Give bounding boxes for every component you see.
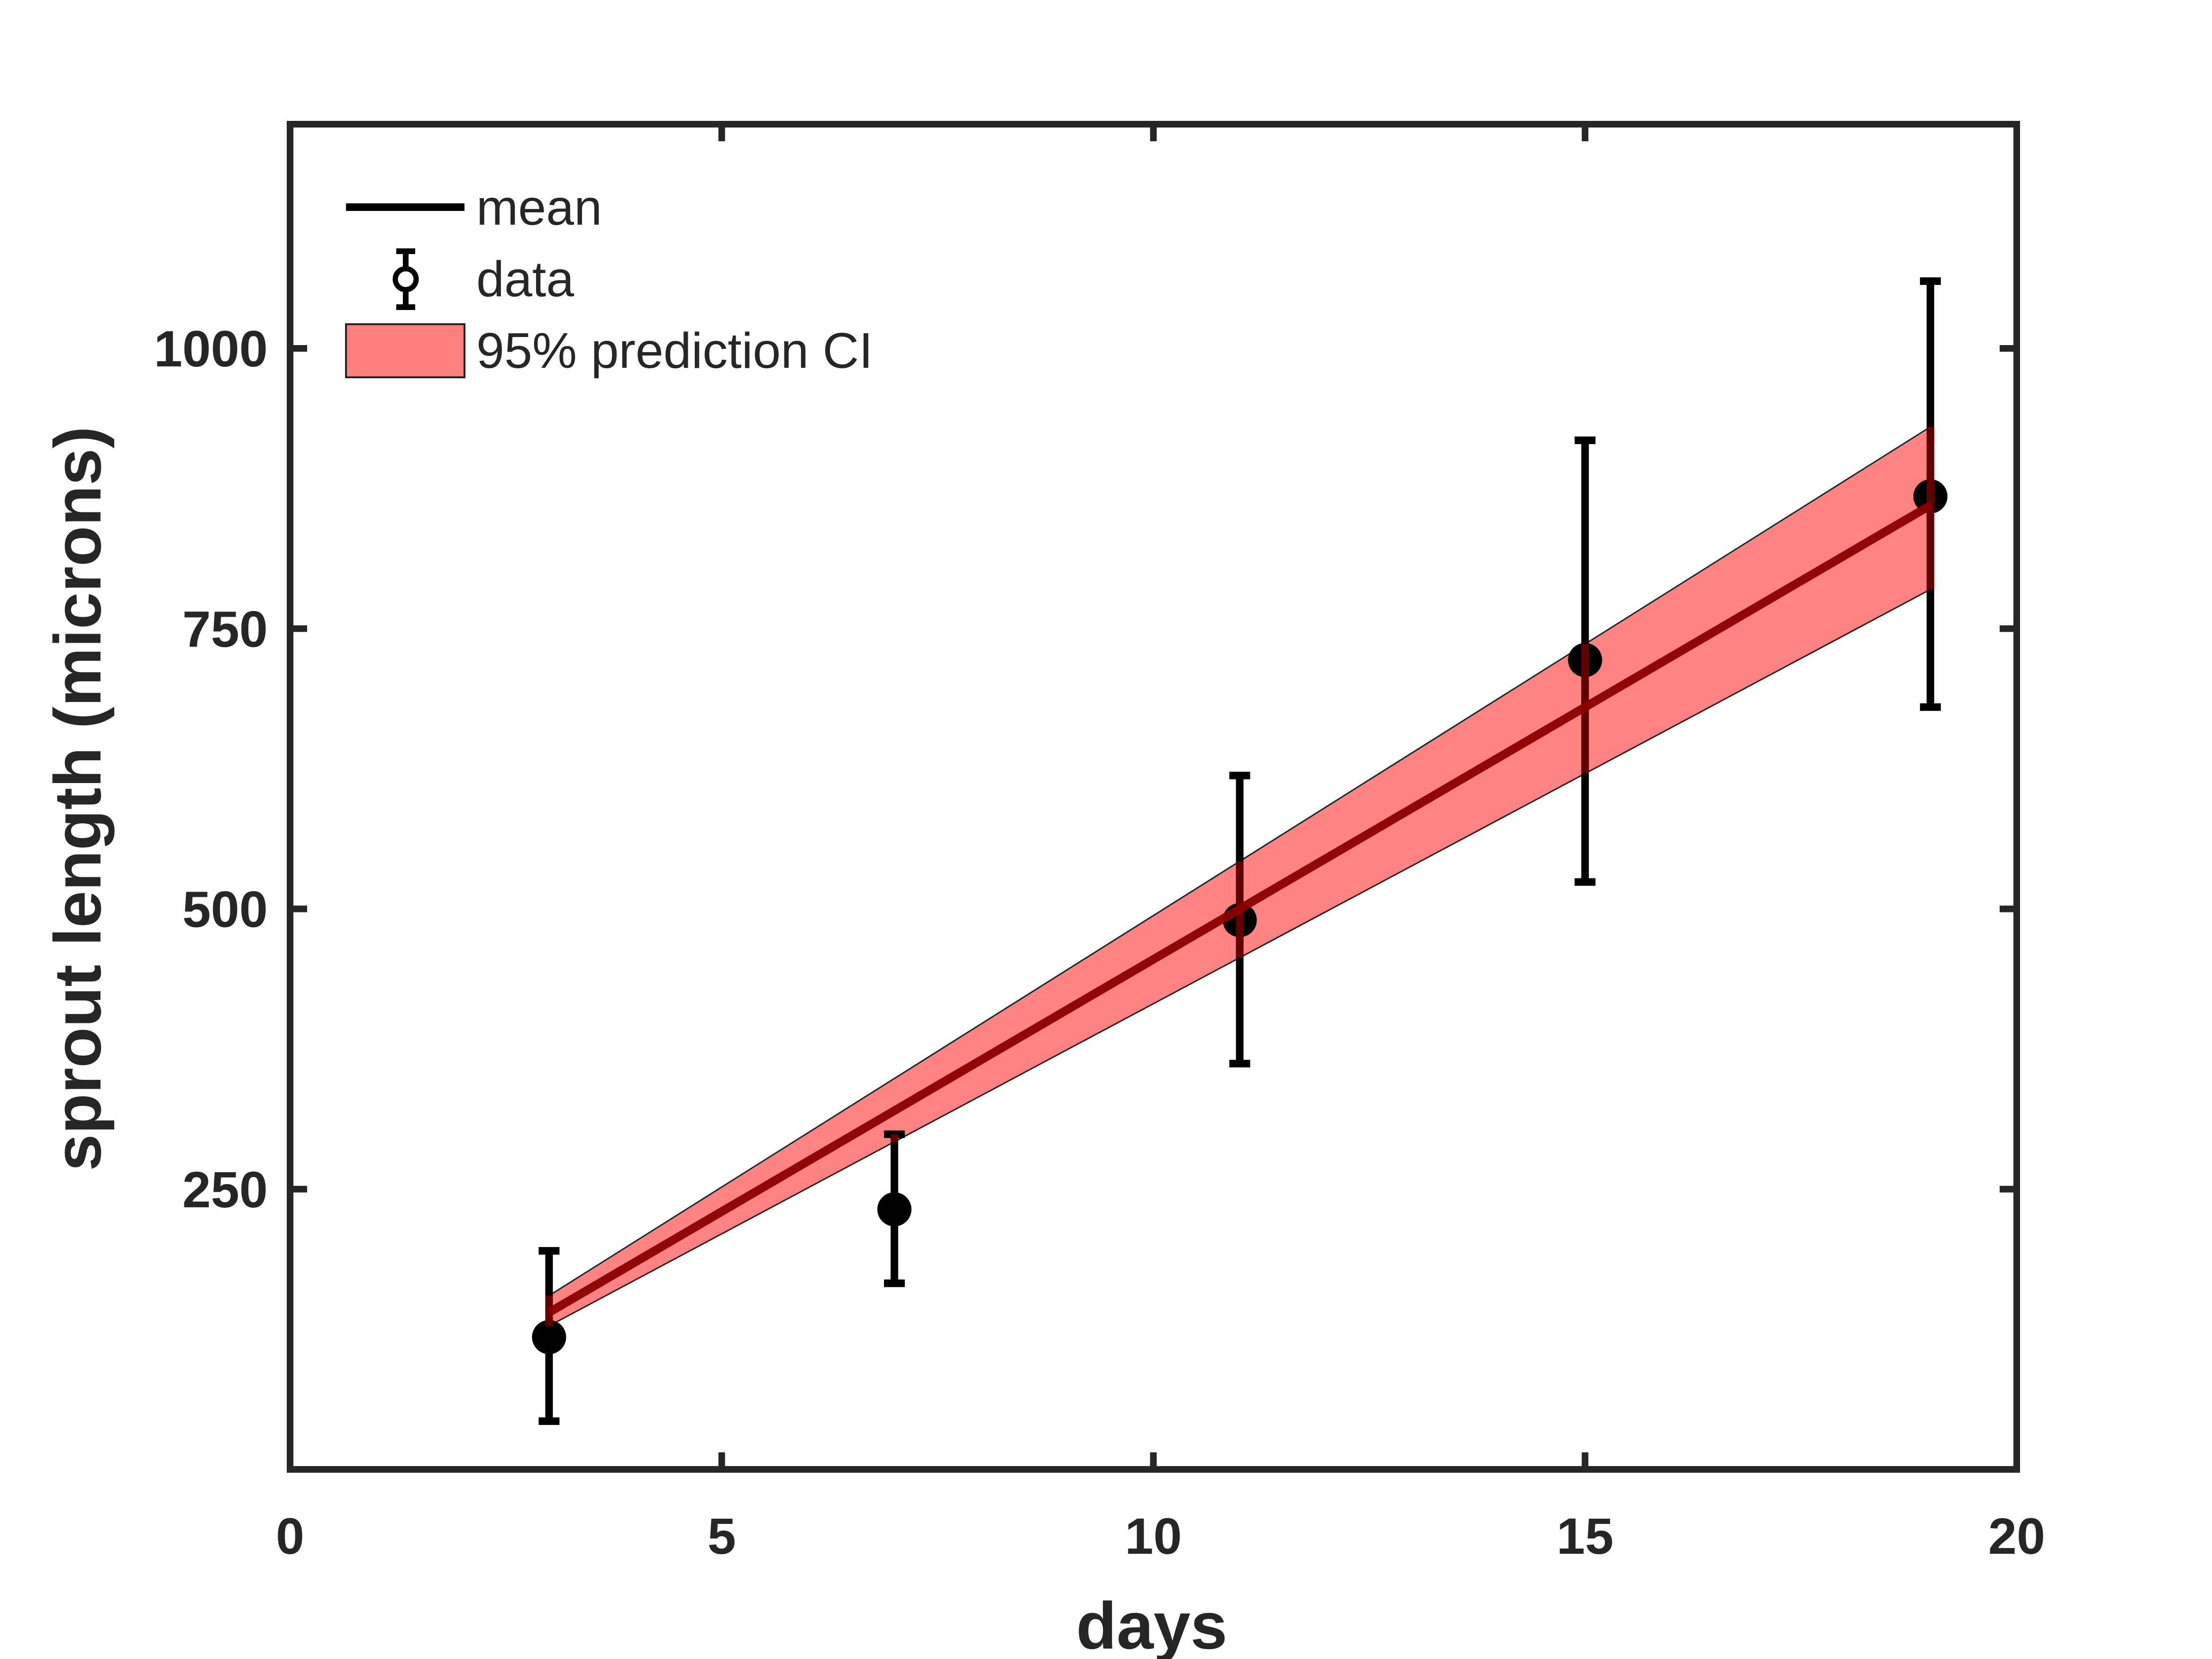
axes-background xyxy=(290,124,2017,1469)
x-tick-labels: 0 5 10 15 20 xyxy=(276,1507,2045,1565)
y-tick-label: 1000 xyxy=(154,320,268,377)
legend-ci-label: 95% prediction CI xyxy=(476,323,873,379)
mean-line-layer xyxy=(545,427,1934,1326)
data-point-marker xyxy=(532,1320,566,1354)
y-tick-label: 500 xyxy=(182,881,268,938)
legend-ci-swatch xyxy=(345,323,465,378)
errorbar-layer xyxy=(532,277,1948,1425)
errorbar-point xyxy=(532,1247,566,1425)
y-tick-label: 750 xyxy=(182,600,268,657)
errorbar-point xyxy=(877,1130,912,1287)
x-tick-label: 20 xyxy=(1988,1507,2045,1565)
y-tick-label: 250 xyxy=(182,1161,268,1218)
x-axis-title: days xyxy=(1076,1588,1227,1659)
x-tick-label: 10 xyxy=(1125,1507,1182,1565)
legend: mean data 95% prediction CI xyxy=(345,180,873,379)
legend-data-swatch xyxy=(392,248,419,310)
plot-area xyxy=(287,121,2020,1473)
x-tick-label: 15 xyxy=(1557,1507,1613,1565)
legend-mean-label: mean xyxy=(476,180,602,236)
axes-frame xyxy=(287,121,2020,1473)
y-tick-labels: 250 500 750 1000 xyxy=(154,320,268,1218)
y-axis-title: sprout length (microns) xyxy=(40,426,115,1171)
x-tick-label: 0 xyxy=(276,1507,304,1565)
legend-data-label: data xyxy=(476,251,574,307)
x-tick-label: 5 xyxy=(708,1507,736,1565)
data-point-marker xyxy=(877,1192,912,1227)
